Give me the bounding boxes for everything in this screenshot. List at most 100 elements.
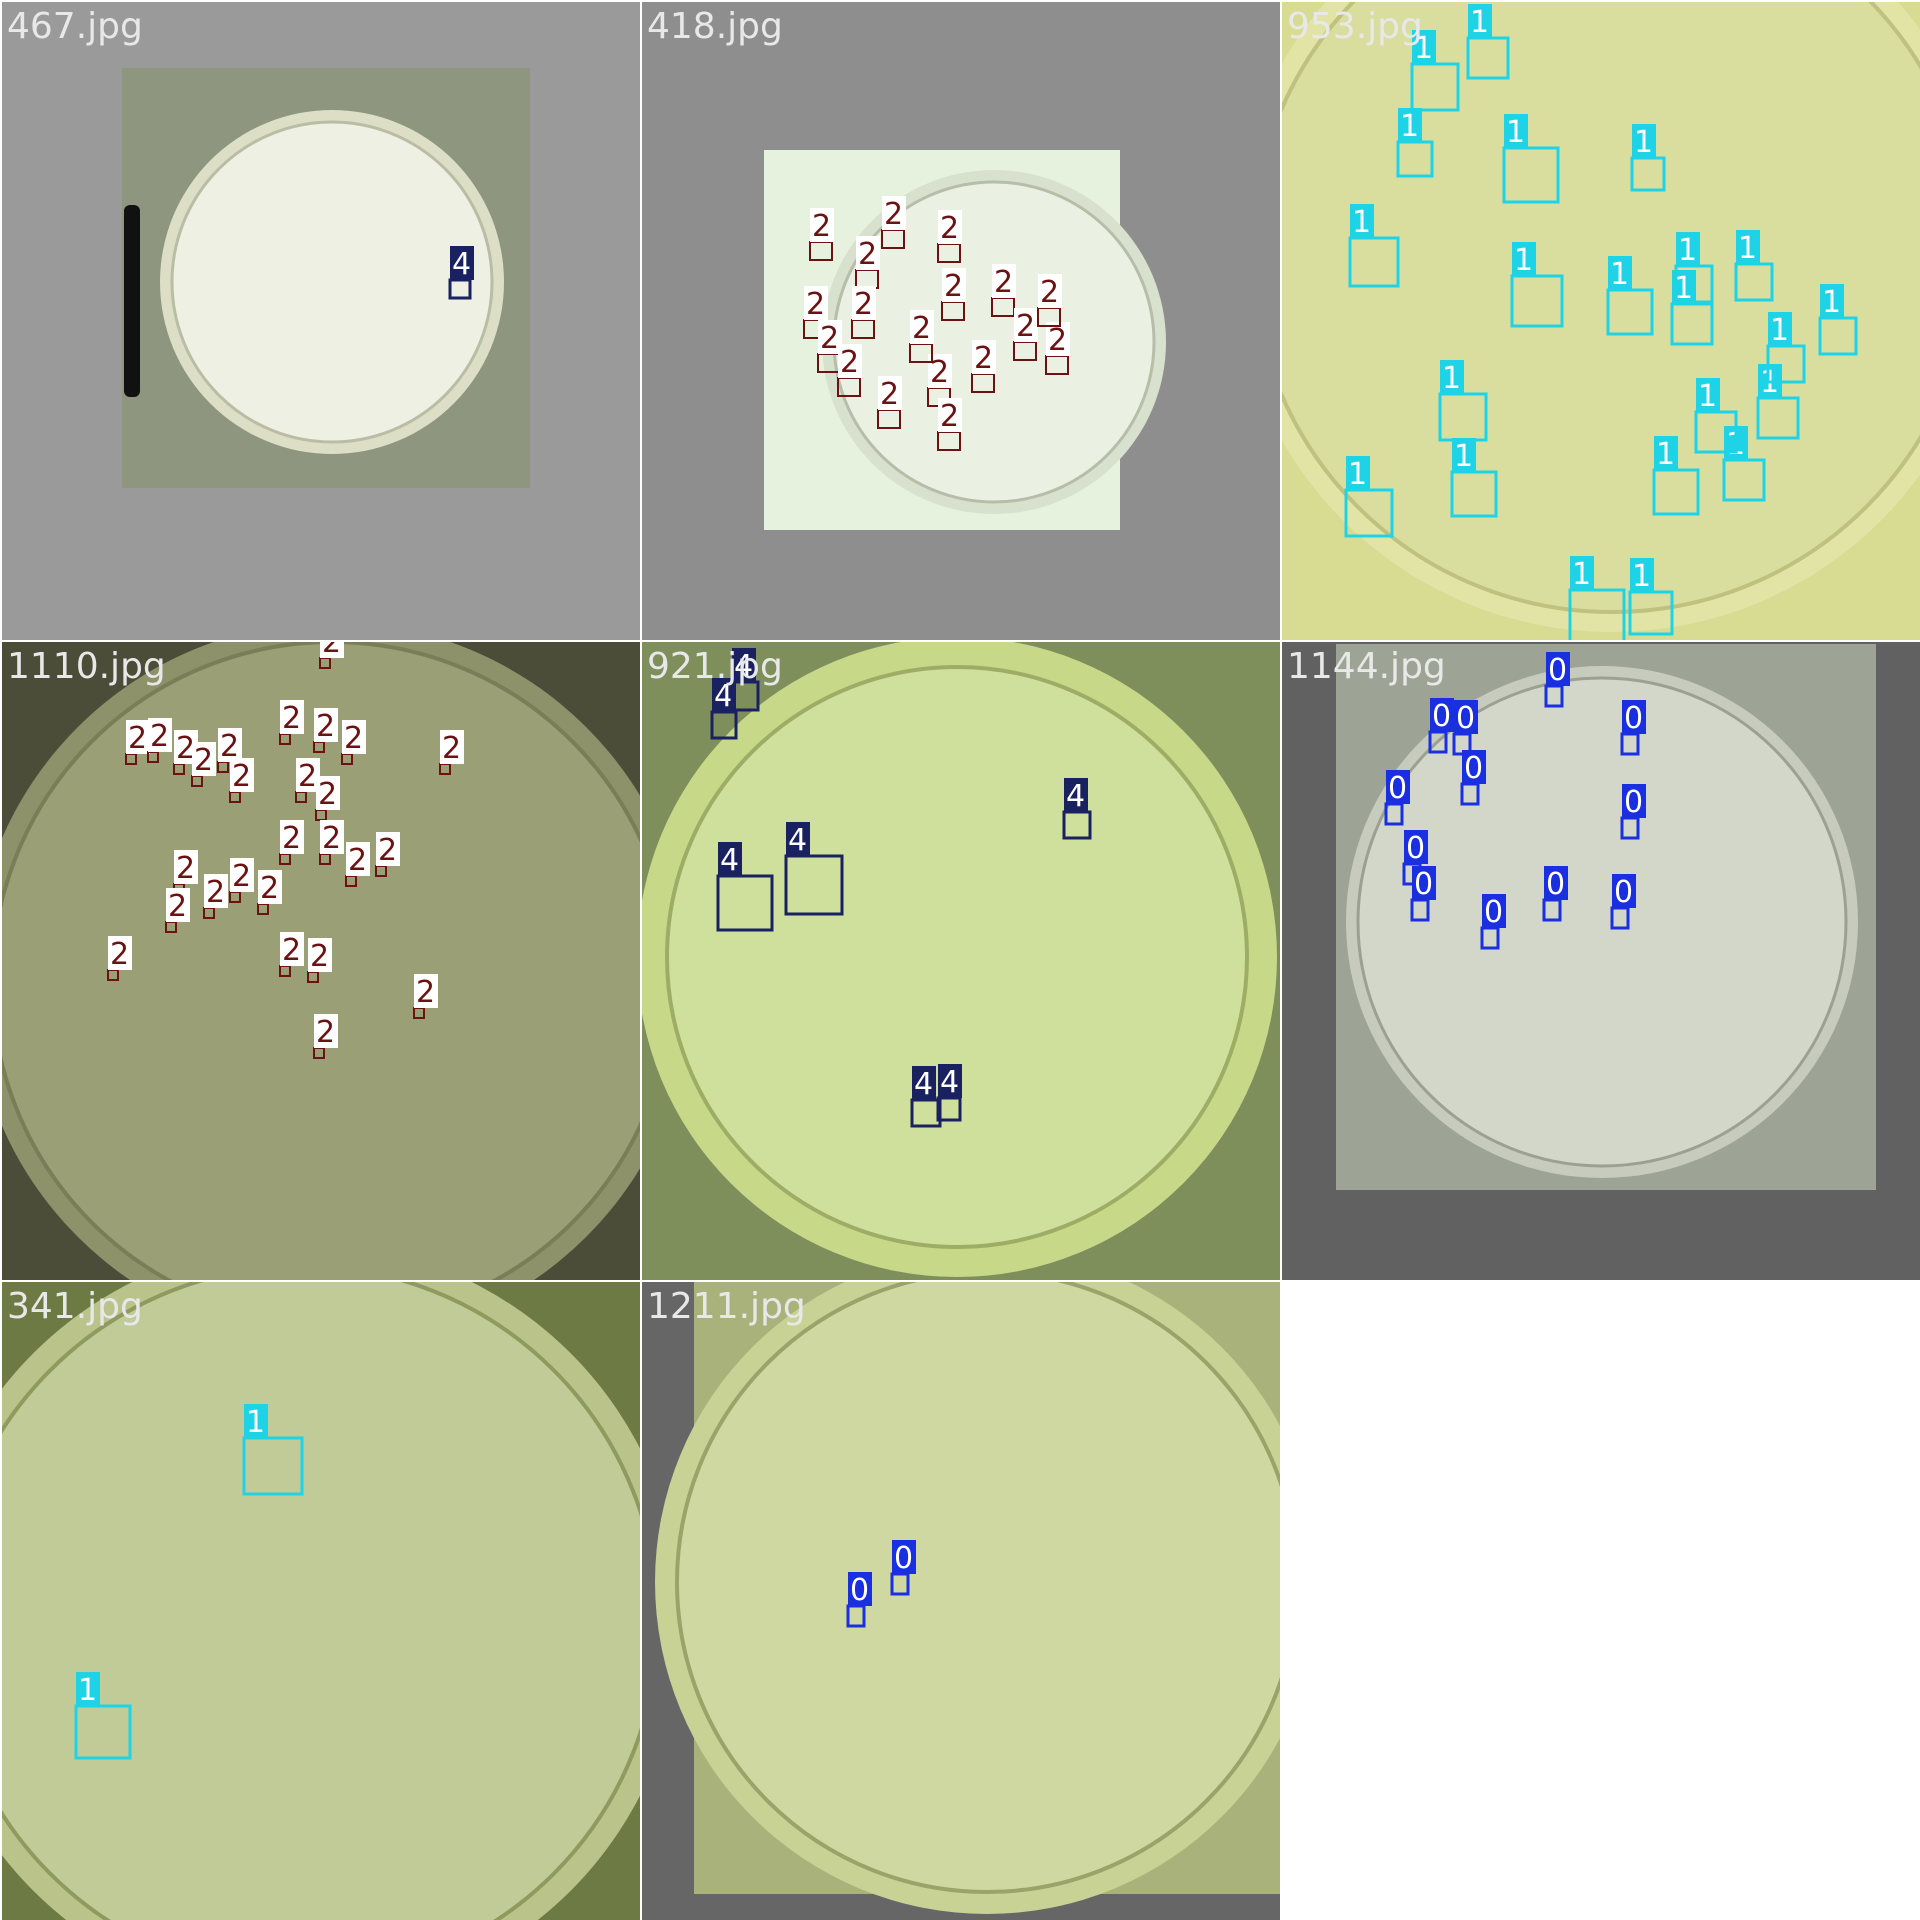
- detection-class-label: 1: [1572, 557, 1591, 592]
- detection-tag: [972, 340, 996, 374]
- detection-tag: [1064, 778, 1088, 812]
- detection-box: 2: [809, 208, 834, 261]
- detection-tag: [1412, 866, 1436, 900]
- detection-class-label: 2: [930, 355, 949, 390]
- detection-tag: [1546, 652, 1570, 686]
- detection-box: 4: [910, 1066, 942, 1128]
- detection-rect: [890, 1572, 910, 1596]
- detection-tag: [314, 708, 338, 742]
- detection-box: 1: [1766, 312, 1806, 384]
- detection-class-label: 1: [1698, 379, 1717, 414]
- detection-rect: [971, 373, 995, 393]
- detection-tag: [1440, 360, 1464, 394]
- detection-box: 2: [191, 742, 216, 787]
- detection-class-label: 0: [1484, 895, 1503, 930]
- detection-box: 2: [313, 708, 338, 753]
- detection-tag: [810, 208, 834, 242]
- detection-tag: [1452, 438, 1476, 472]
- tile-filename: 921.jpg: [647, 646, 783, 687]
- detection-tag: [804, 286, 828, 320]
- detection-tag: [316, 776, 340, 810]
- detection-rect: [710, 710, 738, 740]
- detection-box: 1: [1510, 242, 1564, 328]
- detection-box: 1: [1450, 438, 1498, 518]
- detection-tag: [1622, 700, 1646, 734]
- detection-box: 1: [1694, 378, 1738, 454]
- detection-rect: [877, 409, 901, 429]
- detection-box: 2: [279, 700, 304, 745]
- detection-rect: [941, 301, 965, 321]
- detection-tag: [938, 210, 962, 244]
- detection-rect: [1628, 590, 1674, 636]
- detection-rect: [1568, 588, 1626, 640]
- tile-467[interactable]: 467.jpg 4: [2, 2, 640, 640]
- detection-box: 1: [1818, 284, 1858, 356]
- detection-rect: [1480, 926, 1500, 950]
- detection-box: 1: [1606, 256, 1654, 336]
- detection-rect: [1045, 355, 1069, 375]
- detection-box: 1: [1628, 558, 1674, 636]
- detection-class-label: 4: [452, 247, 471, 282]
- detection-box: 2: [279, 820, 304, 865]
- detection-box: 4: [730, 648, 760, 712]
- detection-class-label: 4: [734, 649, 753, 684]
- detection-tag: [1462, 750, 1486, 784]
- detection-class-label: 2: [1040, 275, 1059, 310]
- detection-class-label: 1: [1678, 233, 1697, 268]
- detection-class-label: 2: [232, 759, 251, 794]
- detection-box: 0: [890, 1540, 916, 1596]
- detection-class-label: 0: [1406, 831, 1425, 866]
- detection-tag: [1612, 874, 1636, 908]
- detection-box: 2: [257, 870, 282, 915]
- detection-rect: [991, 297, 1015, 317]
- detection-rect: [1606, 288, 1654, 336]
- detection-class-label: 2: [840, 345, 859, 380]
- detection-class-label: 0: [1456, 701, 1475, 736]
- detection-box: 1: [1348, 204, 1400, 288]
- detection-class-label: 2: [820, 321, 839, 356]
- detection-class-label: 2: [168, 889, 187, 924]
- detection-class-label: 2: [912, 311, 931, 346]
- detection-tag: [892, 1540, 916, 1574]
- detection-tag: [320, 642, 344, 658]
- detection-class-label: 1: [1348, 457, 1367, 492]
- detection-tag: [450, 246, 474, 280]
- detection-rect: [837, 377, 861, 397]
- detection-tag: [852, 286, 876, 320]
- detection-box: 1: [1438, 360, 1488, 442]
- detection-class-label: 2: [994, 265, 1013, 300]
- detection-class-label: 1: [1442, 361, 1461, 396]
- detection-class-label: 2: [194, 743, 213, 778]
- detection-rect: [851, 319, 875, 339]
- detection-class-label: 4: [788, 823, 807, 858]
- detection-rect: [448, 278, 472, 300]
- detection-class-label: 2: [854, 287, 873, 322]
- detection-rect: [817, 353, 841, 373]
- detection-class-label: 2: [344, 721, 363, 756]
- detection-class-label: 0: [1464, 751, 1483, 786]
- plate-image: [642, 642, 1277, 1277]
- detection-rect: [1013, 341, 1037, 361]
- detection-box: 2: [345, 842, 370, 887]
- detection-class-label: 1: [1454, 439, 1473, 474]
- plate-image: [2, 1282, 640, 1920]
- detection-class-label: 2: [220, 729, 239, 764]
- detection-tag: [1630, 558, 1654, 592]
- detection-class-label: 1: [1352, 205, 1371, 240]
- detection-tag: [342, 720, 366, 754]
- detection-rect: [846, 1604, 866, 1628]
- detection-class-label: 4: [940, 1065, 959, 1100]
- detection-class-label: 1: [1514, 243, 1533, 278]
- detection-box: 2: [413, 974, 438, 1019]
- detection-tag: [76, 1672, 100, 1706]
- detection-box: 1: [1756, 364, 1800, 440]
- detection-class-label: 0: [1548, 653, 1567, 688]
- detection-class-label: 1: [1822, 285, 1841, 320]
